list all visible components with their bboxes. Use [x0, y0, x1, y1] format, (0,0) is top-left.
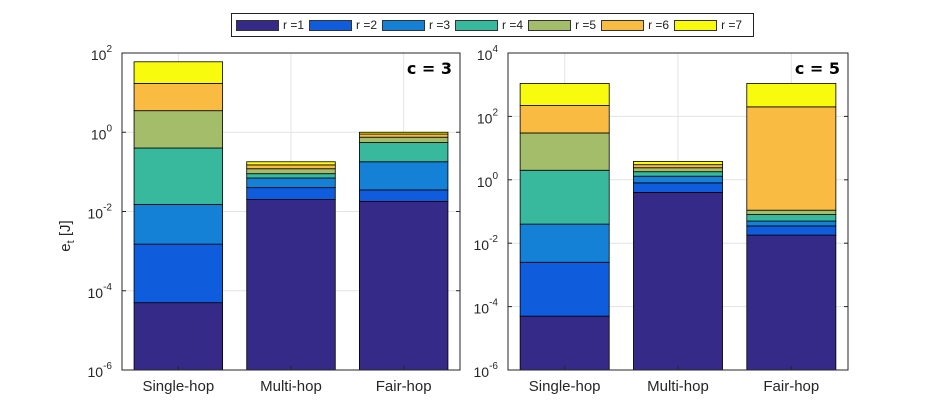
bar-segment-single-hop-r3 [133, 204, 224, 245]
legend-swatch-r6 [601, 19, 645, 31]
bar-segment-fair-hop-r3 [358, 161, 449, 191]
bar-segment-fair-hop-r4 [358, 142, 449, 163]
bar-segment-single-hop-r7 [519, 82, 610, 106]
bar-segment-single-hop-r4 [519, 169, 610, 225]
bar-segment-multi-hop-r7 [633, 161, 723, 166]
y-tick-label: 10-6 [88, 361, 113, 380]
bar-segment-single-hop-r4 [133, 147, 224, 205]
chart-panel-c5: 10-6 10-4 10-2 100 102 104 Single-hop Multi-hop… [474, 44, 849, 395]
y-tick-label: 102 [91, 44, 113, 63]
bar-segment-multi-hop-r1 [246, 199, 336, 371]
legend-entry-r2: r =2 [309, 18, 377, 32]
legend-entry-r7: r =7 [674, 18, 742, 32]
bar-segment-single-hop-r6 [133, 83, 224, 112]
legend-label-r6: r =6 [648, 18, 670, 32]
bar-segment-multi-hop-r6 [633, 164, 723, 169]
bar-segment-multi-hop-r4 [246, 173, 336, 179]
y-tick-label: 100 [477, 171, 499, 190]
x-tick-label: Multi-hop [260, 378, 322, 395]
legend: r =1 r =2 r =3 r =4 r =5 r =6 r =7 [231, 13, 754, 37]
legend-entry-r5: r =5 [528, 18, 596, 32]
bar-segment-multi-hop-r1 [633, 192, 723, 371]
y-tick-label: 10-6 [474, 361, 499, 380]
bar-segment-fair-hop-r6 [358, 133, 449, 138]
legend-label-r4: r =4 [502, 18, 524, 32]
bar-segment-multi-hop-r4 [633, 171, 723, 177]
bar-segment-multi-hop-r2 [246, 187, 336, 200]
legend-entry-r6: r =6 [601, 18, 669, 32]
x-tick-label: Multi-hop [647, 378, 709, 395]
bar-segment-fair-hop-r7 [746, 82, 837, 108]
bar-segment-fair-hop-r2 [358, 189, 449, 202]
legend-entry-r4: r =4 [455, 18, 523, 32]
y-tick-label: 10-4 [474, 298, 499, 317]
bar-segment-multi-hop-r3 [246, 177, 336, 189]
bar-segment-single-hop-r2 [519, 261, 610, 317]
bar-segment-fair-hop-r1 [746, 234, 837, 371]
legend-label-r5: r =5 [575, 18, 597, 32]
legend-entry-r3: r =3 [382, 18, 450, 32]
bar-segment-single-hop-r3 [519, 223, 610, 263]
legend-swatch-r7 [674, 19, 718, 31]
bar-segment-single-hop-r2 [133, 243, 224, 304]
bar-segment-single-hop-r7 [133, 61, 224, 84]
bar-segment-multi-hop-r6 [246, 164, 336, 170]
y-tick-label: 10-2 [474, 234, 499, 253]
bar-segment-multi-hop-r7 [246, 161, 336, 166]
y-tick-label: 100 [91, 123, 113, 142]
bar-segment-fair-hop-r3 [746, 220, 837, 227]
legend-label-r3: r =3 [429, 18, 451, 32]
bar-segment-single-hop-r1 [133, 302, 224, 371]
bar-segment-single-hop-r1 [519, 315, 610, 371]
y-tick-label: 10-4 [88, 282, 113, 301]
y-axis-label: et [J] [57, 220, 77, 251]
bar-segment-fair-hop-r1 [358, 200, 449, 371]
bar-segment-single-hop-r6 [519, 105, 610, 134]
y-axis-label-main: e [57, 243, 74, 251]
legend-swatch-r2 [309, 19, 353, 31]
bar-segment-multi-hop-r3 [633, 175, 723, 184]
legend-label-r7: r =7 [721, 18, 743, 32]
y-tick-label: 104 [477, 44, 499, 63]
bar-segment-single-hop-r5 [133, 110, 224, 149]
legend-swatch-r5 [528, 19, 572, 31]
y-tick-label: 10-2 [88, 203, 113, 222]
bar-segment-multi-hop-r5 [633, 167, 723, 173]
legend-label-r1: r =1 [283, 18, 305, 32]
bar-segment-fair-hop-r7 [358, 131, 449, 135]
bar-segment-fair-hop-r6 [746, 106, 837, 211]
y-axis-label-unit: [J] [57, 220, 74, 240]
x-tick-label: Fair-hop [376, 378, 432, 395]
bar-segment-single-hop-r5 [519, 132, 610, 171]
x-tick-label: Single-hop [529, 378, 601, 395]
legend-swatch-r1 [236, 19, 279, 31]
x-tick-label: Single-hop [142, 378, 214, 395]
y-tick-label: 102 [477, 107, 499, 126]
y-axis-label-sub: t [65, 240, 77, 243]
panel-annotation: c = 5 [795, 59, 840, 78]
bar-segment-fair-hop-r5 [746, 209, 837, 215]
chart-panel-c3: 10-6 10-4 10-2 100 102 Single-hop Multi-hop Fai… [88, 44, 461, 395]
bar-segment-multi-hop-r2 [633, 182, 723, 193]
bar-segment-fair-hop-r5 [358, 136, 449, 143]
x-tick-label: Fair-hop [763, 378, 819, 395]
legend-swatch-r4 [455, 19, 499, 31]
legend-label-r2: r =2 [356, 18, 378, 32]
panel-annotation: c = 3 [407, 59, 452, 78]
legend-swatch-r3 [382, 19, 426, 31]
bar-segment-fair-hop-r4 [746, 214, 837, 222]
legend-entry-r1: r =1 [236, 18, 304, 32]
bar-segment-fair-hop-r2 [746, 225, 837, 236]
bar-segment-multi-hop-r5 [246, 168, 336, 175]
